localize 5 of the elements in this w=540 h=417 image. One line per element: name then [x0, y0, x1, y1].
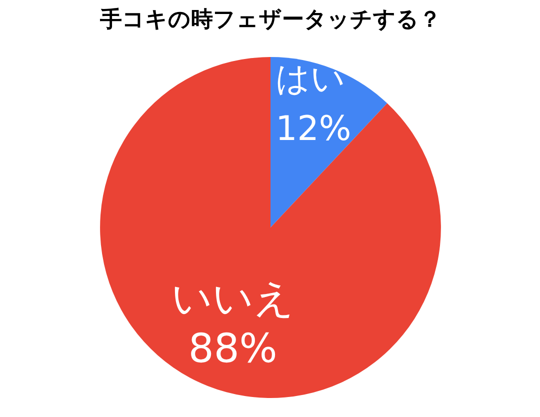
slice-label: はい — [276, 58, 346, 99]
slice-label: いいえ — [171, 276, 294, 322]
data-label: 12% — [276, 108, 352, 149]
data-label: 88% — [188, 326, 278, 372]
chart-title: 手コキの時フェザータッチする？ — [99, 8, 441, 32]
